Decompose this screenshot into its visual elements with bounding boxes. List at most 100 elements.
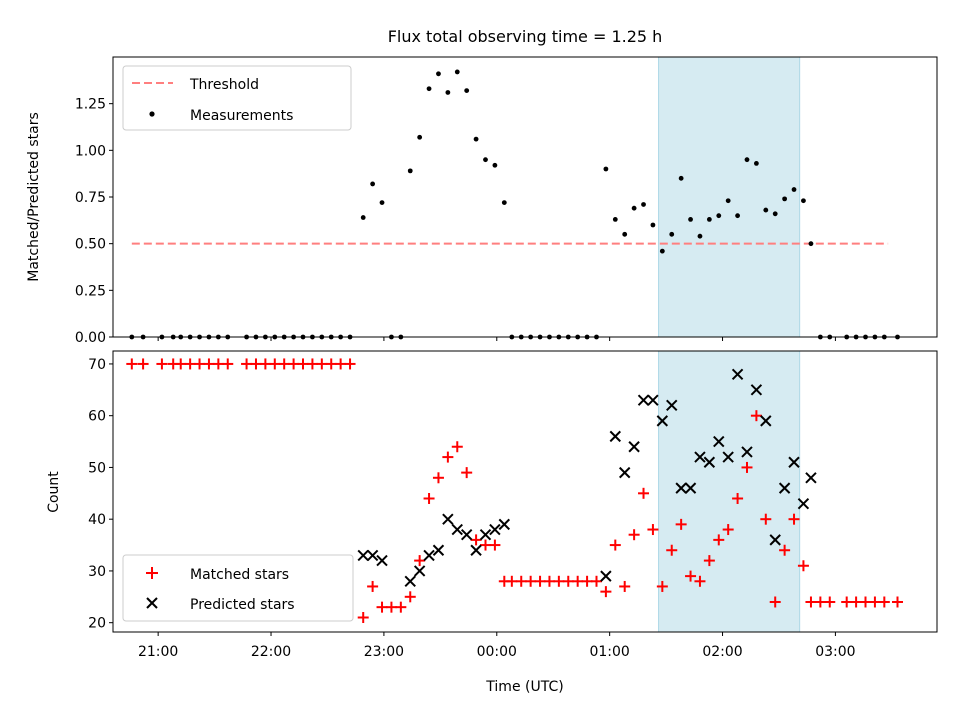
matched-point	[357, 612, 369, 624]
matched-point	[451, 441, 463, 453]
matched-point	[572, 575, 584, 587]
y-tick-label: 70	[88, 357, 106, 373]
measurement-point	[763, 207, 769, 213]
x-tick-label: 03:00	[815, 644, 855, 660]
measurement-point	[782, 196, 788, 202]
bottom-panel: 20 30 40 50 60 70 21:00 22:00 23:00 00:00 01:00 02…	[46, 350, 938, 695]
matched-point	[442, 451, 454, 463]
bottom-highlight-span	[658, 350, 801, 633]
matched-point	[779, 544, 791, 556]
matched-point	[297, 358, 309, 370]
measurements-series	[129, 69, 900, 340]
measurement-point	[735, 213, 740, 219]
measurement-point	[772, 211, 778, 217]
top-y-axis-ticks: 0.00 0.25 0.50 0.75 1.00 1.25	[75, 97, 113, 346]
predicted-point	[628, 441, 640, 453]
matched-point	[506, 575, 518, 587]
matched-point	[534, 575, 546, 587]
y-tick-label: 60	[88, 409, 106, 425]
matched-point	[194, 358, 206, 370]
predicted-point	[479, 529, 492, 541]
matched-point	[222, 358, 234, 370]
y-tick-label: 0.75	[75, 190, 106, 206]
matched-point	[769, 596, 781, 608]
measurement-point	[744, 157, 750, 163]
matched-point	[404, 591, 416, 603]
matched-point	[175, 358, 187, 370]
matched-point	[581, 575, 593, 587]
matched-point	[841, 596, 853, 608]
matched-point	[647, 524, 659, 536]
measurement-point	[716, 213, 722, 219]
matched-point	[376, 601, 388, 613]
measurement-point	[641, 202, 646, 207]
measurement-point	[464, 88, 470, 93]
predicted-point	[432, 544, 445, 556]
matched-point	[385, 601, 397, 613]
measurement-point	[697, 233, 703, 239]
predicted-point	[788, 456, 800, 468]
measurements-legend-label: Measurements	[190, 108, 293, 124]
matched-point	[562, 575, 574, 587]
predicted-point	[703, 456, 716, 468]
predicted-point	[731, 368, 744, 380]
x-tick-label: 01:00	[589, 644, 629, 660]
measurement-point	[501, 200, 507, 206]
matched-point	[184, 358, 196, 370]
y-tick-label: 30	[88, 564, 106, 580]
matched-point	[805, 596, 817, 608]
matched-point	[722, 524, 734, 536]
measurement-point	[483, 157, 488, 163]
bottom-legend-box	[122, 554, 354, 622]
matched-point	[250, 358, 262, 370]
matched-point	[656, 580, 668, 592]
predicted-legend-label: Predicted stars	[190, 597, 295, 613]
matched-point	[316, 358, 328, 370]
x-tick-label: 22:00	[251, 644, 291, 660]
matched-point	[732, 492, 744, 504]
matched-point	[750, 410, 762, 422]
matched-point	[479, 539, 491, 551]
predicted-point	[741, 446, 753, 458]
matched-point	[860, 596, 872, 608]
matched-point	[878, 596, 890, 608]
matched-legend-label: Matched stars	[190, 567, 289, 583]
matched-point	[638, 487, 650, 499]
measurement-point	[492, 162, 498, 168]
predicted-point	[376, 554, 388, 567]
predicted-point	[460, 529, 473, 541]
y-tick-label: 20	[88, 616, 106, 632]
matched-point	[203, 358, 215, 370]
predicted-point	[713, 435, 725, 448]
predicted-point	[760, 415, 772, 427]
matched-point	[414, 555, 426, 567]
matched-point	[325, 358, 337, 370]
bottom-legend: Matched stars Predicted stars	[122, 554, 354, 622]
matched-point	[278, 358, 290, 370]
matched-point	[788, 513, 800, 525]
predicted-point	[470, 544, 482, 556]
matched-point	[470, 534, 482, 546]
measurement-point	[725, 198, 731, 204]
x-axis-label: Time (UTC)	[485, 679, 563, 695]
matched-point	[703, 555, 715, 567]
measurement-point	[791, 187, 797, 192]
predicted-point	[357, 549, 369, 562]
measurement-point	[801, 198, 806, 204]
matched-point	[543, 575, 555, 587]
top-y-axis-label: Matched/Predicted stars	[26, 112, 42, 282]
matched-point	[489, 539, 501, 551]
predicted-legend-swatch	[146, 597, 158, 609]
predicted-point	[694, 451, 706, 463]
y-tick-label: 40	[88, 512, 106, 528]
predicted-point	[423, 549, 435, 562]
bottom-y-axis-label: Count	[46, 471, 62, 513]
matched-point	[685, 570, 697, 582]
matched-point	[515, 575, 527, 587]
measurement-point	[669, 231, 675, 237]
predicted-point	[805, 472, 817, 484]
predicted-point	[366, 549, 379, 562]
predicted-point	[666, 399, 678, 412]
matched-point	[367, 580, 379, 592]
matched-point	[675, 518, 687, 530]
